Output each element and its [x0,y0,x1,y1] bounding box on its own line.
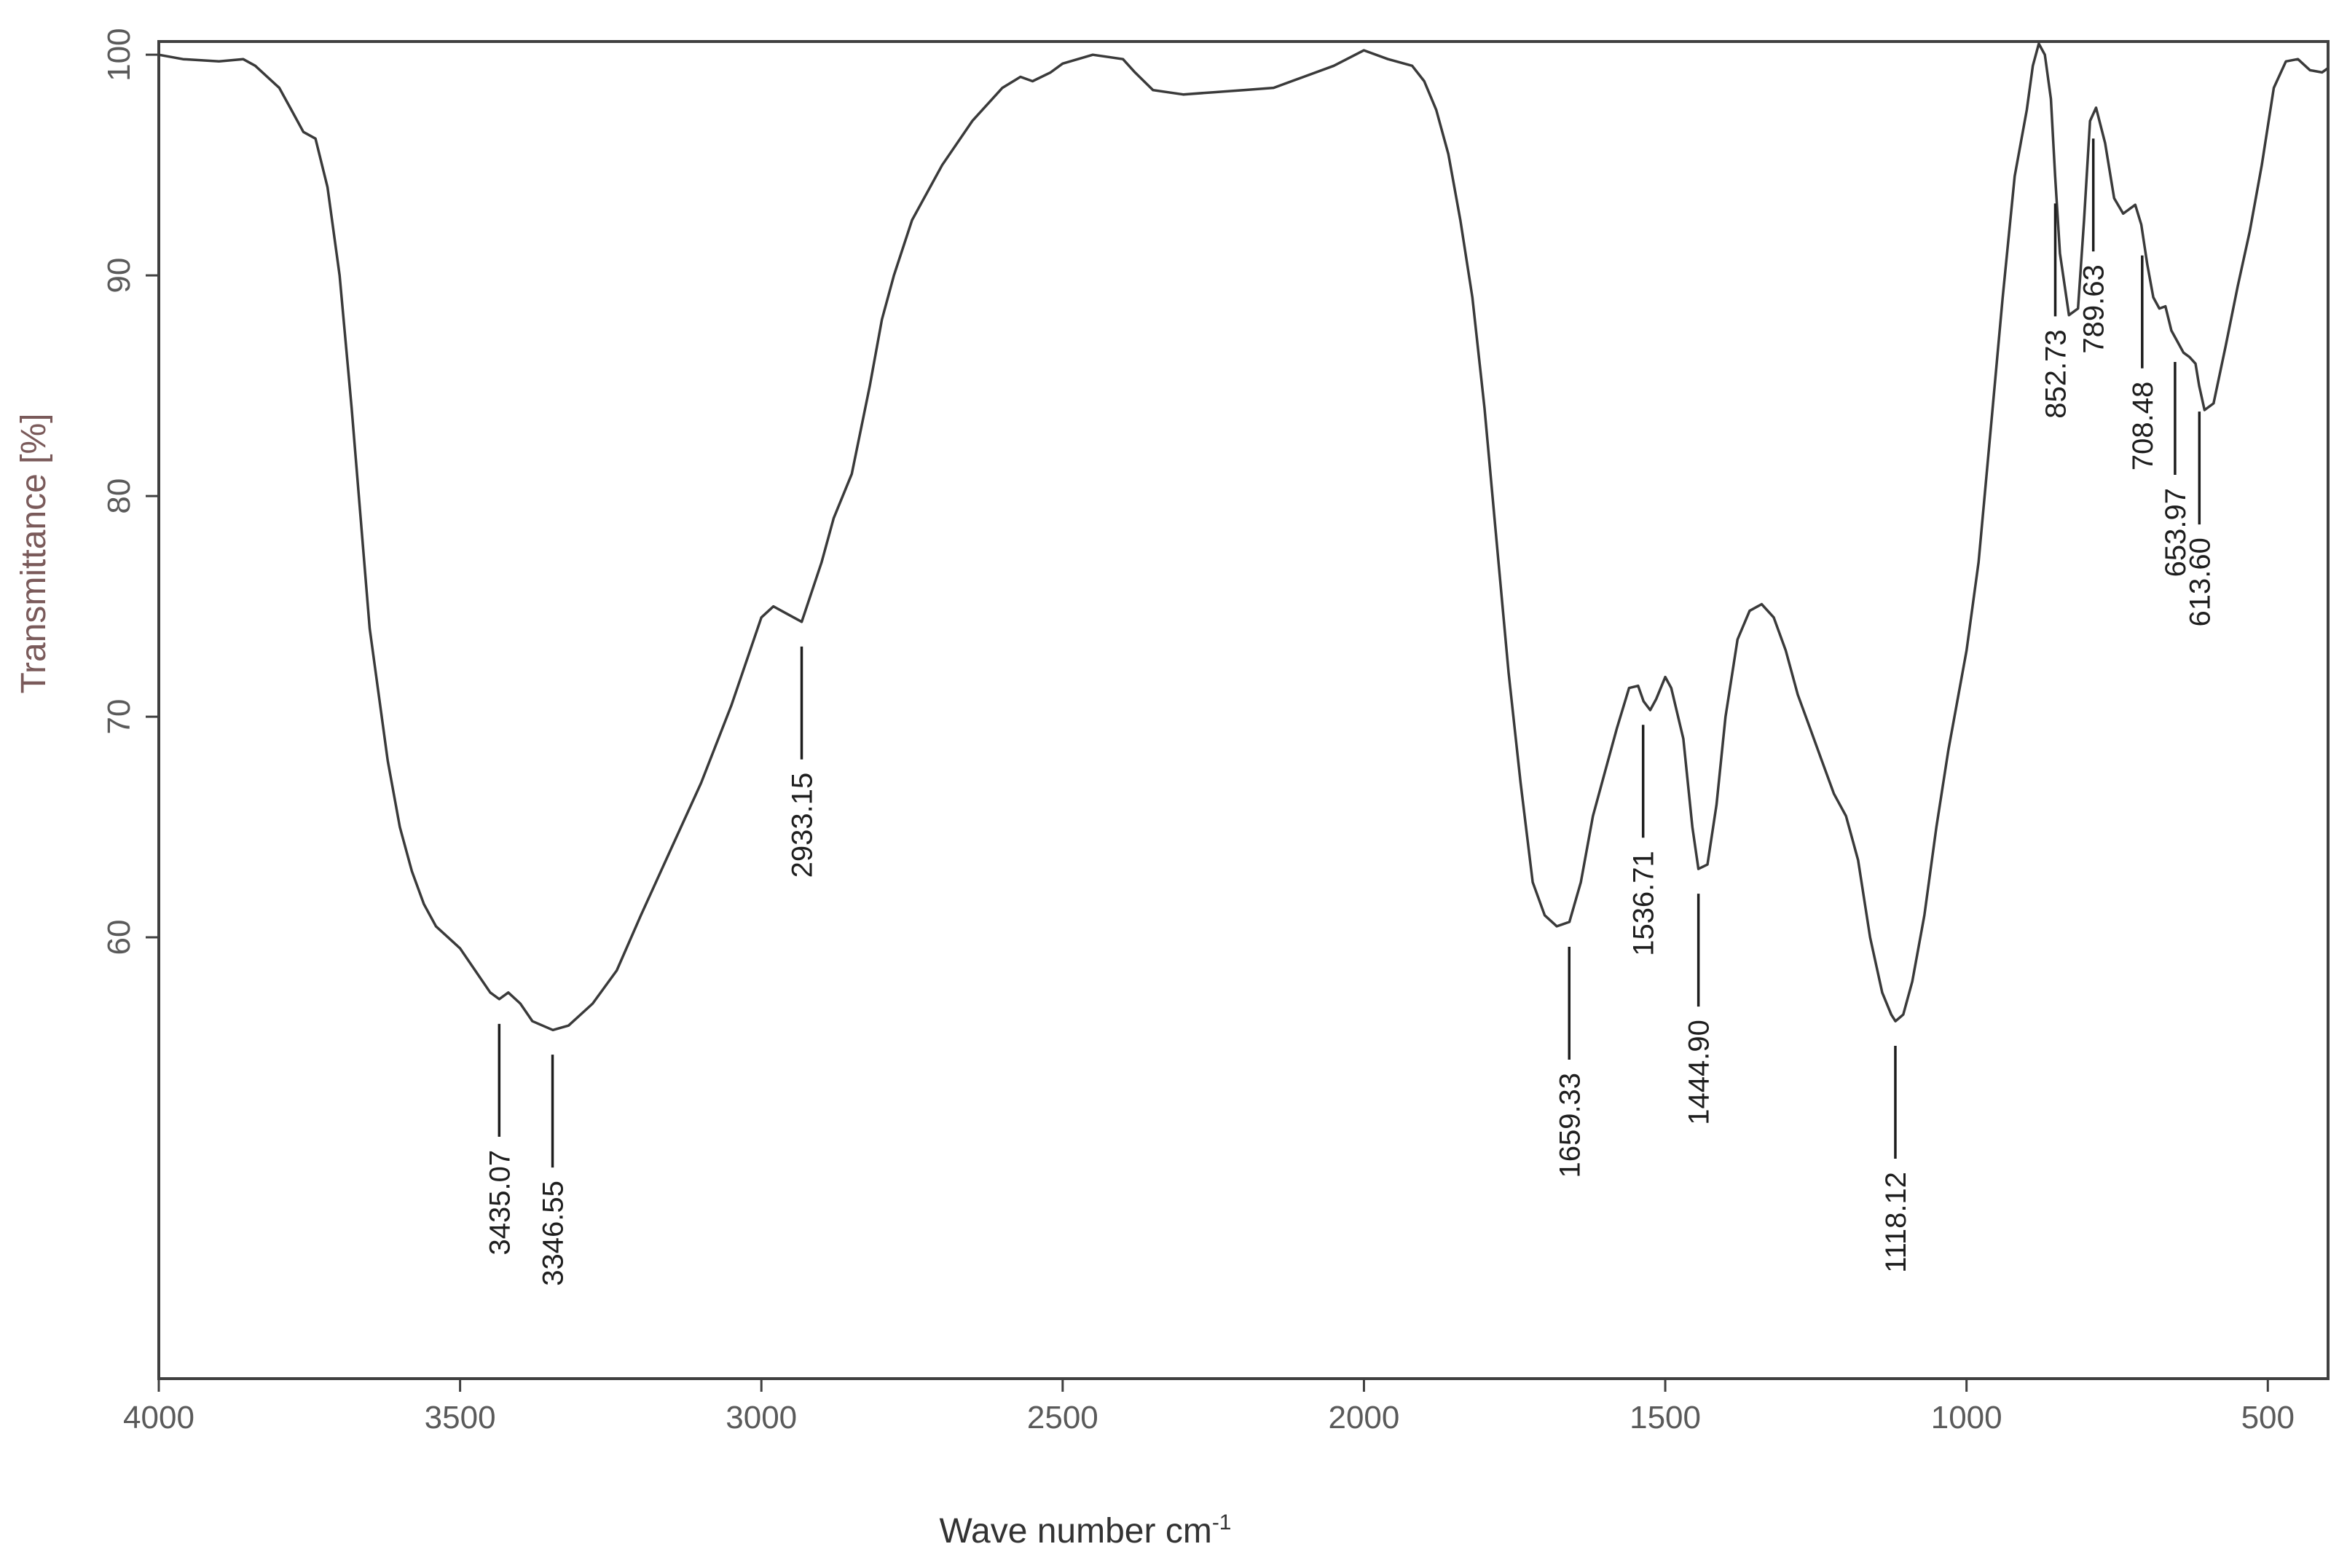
y-tick-label: 60 [101,920,137,956]
x-axis-title: Wave number cm-1 [939,1510,1231,1551]
y-tick-label: 90 [101,258,137,293]
x-tick-label: 1500 [1630,1400,1701,1435]
peak-label: 613.60 [2184,537,2216,626]
peak-label: 1444.90 [1683,1020,1715,1125]
y-axis-ticks: 100 90 80 70 60 [101,28,159,956]
peak-label: 789.63 [2078,264,2110,353]
x-tick-label: 3000 [726,1400,797,1435]
plot-frame [157,40,2330,1380]
spectrum-line [158,42,2330,1032]
y-tick-label: 70 [101,699,137,735]
peak-label: 653.97 [2160,488,2192,577]
peak-label: 2933.15 [787,773,819,878]
peak-label: 852.73 [2040,329,2072,418]
x-axis-title-text: Wave number cm [939,1512,1211,1551]
x-tick-label: 4000 [123,1400,194,1435]
x-tick-label: 2000 [1328,1400,1399,1435]
peak-annotations: 3435.07 3346.55 2933.15 1659.33 1536.71 1444.… [484,138,2216,1286]
plot-frame-group [157,40,2330,1380]
series-group [158,42,2330,1032]
peak-label: 3346.55 [538,1181,570,1286]
x-axis-ticks: 4000 3500 3000 2500 2000 1500 1000 500 [123,1379,2295,1435]
peak-label: 1118.12 [1880,1172,1912,1273]
y-axis-title: Transmittance [%] [15,413,53,693]
x-axis-title-superscript: -1 [1212,1510,1232,1534]
x-tick-label: 500 [2241,1400,2295,1435]
peak-label: 1536.71 [1628,851,1660,956]
y-tick-label: 100 [101,28,137,81]
peak-label: 708.48 [2127,382,2159,470]
y-tick-label: 80 [101,478,137,514]
peak-label: 1659.33 [1554,1073,1586,1178]
x-tick-label: 3500 [425,1400,496,1435]
x-tick-label: 2500 [1027,1400,1098,1435]
x-tick-label: 1000 [1931,1400,2002,1435]
peak-label: 3435.07 [484,1150,516,1256]
